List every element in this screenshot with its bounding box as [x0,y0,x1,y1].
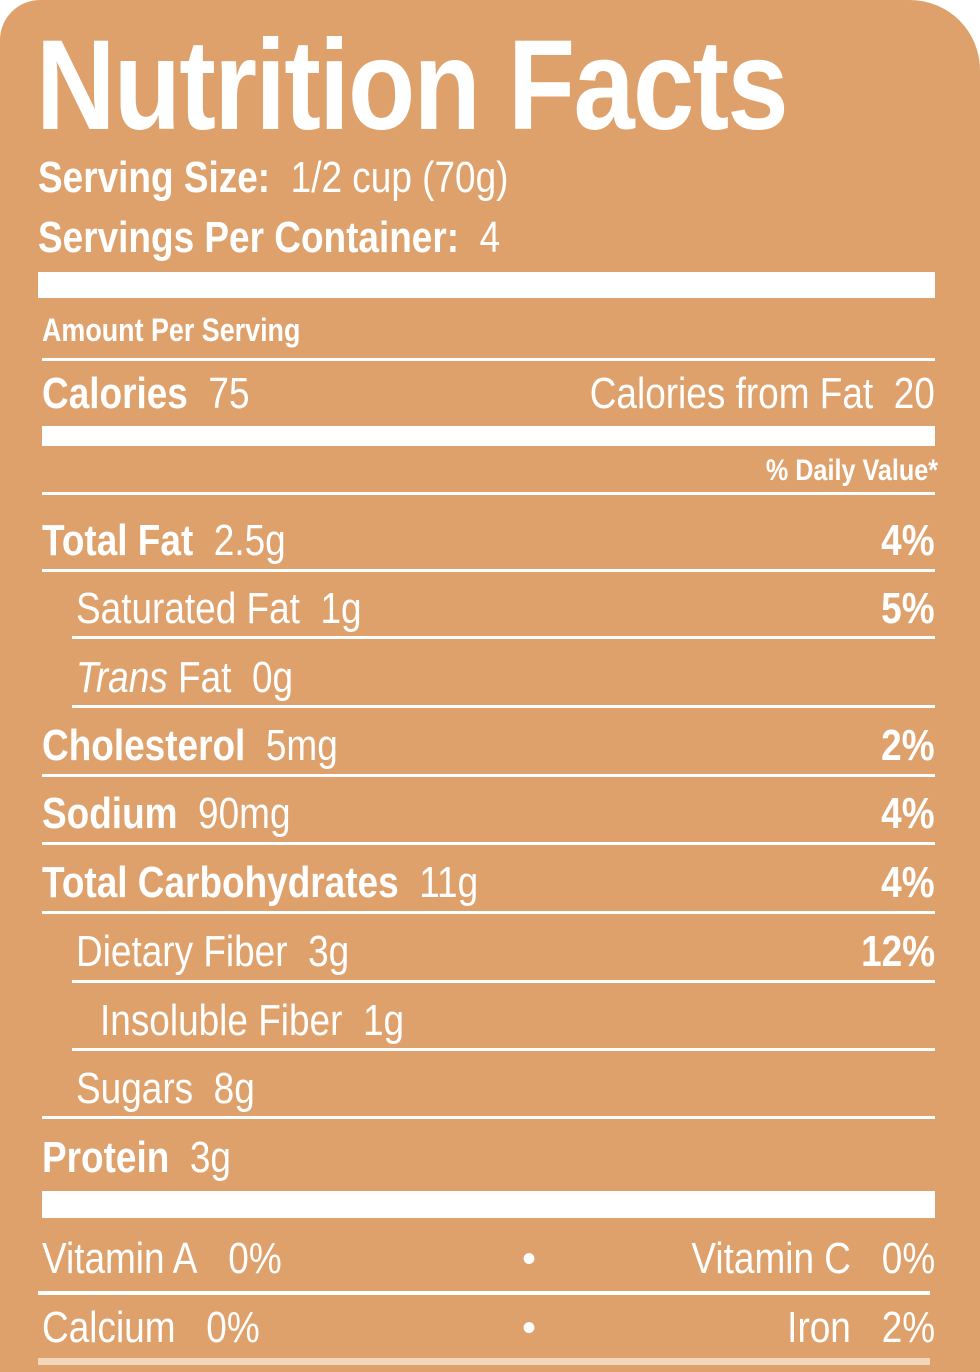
nutrient-amount: 1g [320,584,362,633]
nutrient-dv: 2% [881,721,935,770]
nutrient-dv: 4% [881,789,935,838]
title-text: Nutrition Facts [36,14,789,157]
daily-value-header: % Daily Value* [765,454,938,487]
nutrient-row-sugars: Sugars 8g [76,1063,935,1115]
vitamin-value: 0% [206,1303,260,1352]
divider [72,705,935,708]
thick-divider [42,1191,935,1218]
divider [72,1048,935,1051]
bullet-separator: • [522,1237,537,1281]
calories-value: 75 [208,369,250,418]
divider [42,911,935,914]
nutrient-amount: 1g [362,996,405,1045]
nutrient-label: Total Fat [42,516,194,565]
nutrient-row-cholesterol: Cholesterol 5mg 2% [42,720,935,772]
nutrient-label: Total Carbohydrates [42,858,399,907]
thick-divider [38,272,935,298]
nutrient-row-insoluble-fiber: Insoluble Fiber 1g [100,995,935,1047]
nutrient-label-italic: Trans [76,653,168,702]
vitamin-label: Calcium [42,1303,176,1352]
serving-size-value: 1/2 cup (70g) [290,153,509,202]
vitamin-row: Vitamin A 0% • Vitamin C 0% [42,1233,935,1285]
nutrient-amount: 0g [251,653,294,702]
vitamin-value: 0% [228,1234,282,1283]
nutrient-row-total-carbohydrates: Total Carbohydrates 11g 4% [42,857,935,909]
nutrient-dv: 4% [881,516,935,565]
nutrient-row-dietary-fiber: Dietary Fiber 3g 12% [76,926,935,978]
nutrient-amount: 3g [308,927,350,976]
nutrient-dv: 5% [881,584,935,633]
nutrient-label: Cholesterol [42,721,246,770]
divider [38,1358,930,1365]
calories-from-fat-label: Calories from Fat [589,369,874,418]
vitamin-row: Calcium 0% • Iron 2% [42,1302,935,1354]
servings-per-container: Servings Per Container: 4 [38,213,588,263]
servings-per-container-label: Servings Per Container: [38,213,460,262]
thick-divider [42,426,935,446]
divider [42,1116,935,1119]
calories-from-fat-value: 20 [893,369,935,418]
vitamin-label: Iron [787,1303,851,1352]
nutrient-label: Dietary Fiber [76,927,288,976]
serving-size-label: Serving Size: [38,153,271,202]
divider [42,569,935,572]
vitamin-value: 2% [881,1303,935,1352]
nutrient-row-protein: Protein 3g [42,1132,935,1184]
nutrient-amount: 11g [419,858,479,907]
divider [42,358,935,361]
bullet-separator: • [522,1306,537,1350]
divider [42,774,935,777]
calories-row: Calories 75 Calories from Fat 20 [42,368,935,420]
nutrient-label: Protein [42,1133,170,1182]
nutrient-amount: 5mg [265,721,338,770]
nutrient-label: Sugars [76,1064,194,1113]
nutrient-amount: 2.5g [213,516,286,565]
divider [72,636,935,639]
nutrient-label: Sodium [42,789,178,838]
divider [38,1291,930,1295]
title: Nutrition Facts [36,22,909,150]
nutrient-amount: 90mg [198,789,291,838]
divider [72,980,935,983]
nutrient-label: Insoluble Fiber [100,996,343,1045]
nutrient-label: Saturated Fat [76,584,300,633]
divider [42,842,935,845]
nutrient-label: Fat [178,653,232,702]
nutrient-row-total-fat: Total Fat 2.5g 4% [42,515,935,567]
servings-per-container-value: 4 [479,213,501,262]
vitamin-label: Vitamin C [691,1234,851,1283]
serving-size: Serving Size: 1/2 cup (70g) [38,153,598,203]
vitamin-label: Vitamin A [42,1234,198,1283]
calories-label: Calories [42,369,188,418]
nutrient-row-saturated-fat: Saturated Fat 1g 5% [76,583,935,635]
nutrient-row-sodium: Sodium 90mg 4% [42,788,935,840]
nutrient-dv: 12% [861,927,935,976]
nutrient-row-trans-fat: Trans Fat 0g [76,652,935,704]
nutrient-amount: 8g [213,1064,255,1113]
nutrient-amount: 3g [189,1133,231,1182]
nutrient-dv: 4% [881,858,935,907]
vitamin-value: 0% [881,1234,935,1283]
amount-per-serving: Amount Per Serving [42,312,301,348]
divider [42,492,935,495]
